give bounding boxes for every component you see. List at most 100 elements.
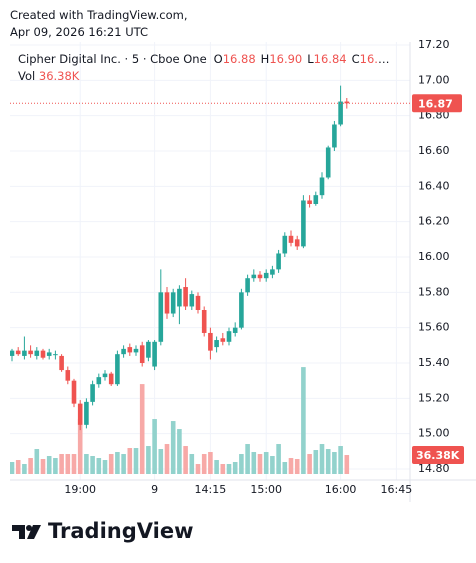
volume-bar [46,456,52,474]
candle-body [307,200,312,204]
volume-bar [77,419,83,474]
volume-bar [189,454,195,474]
volume-bar [127,448,133,474]
volume-bar [270,456,275,474]
legend-value: 16.84 [313,52,347,66]
candle-body [152,341,157,367]
volume-bar [40,459,46,474]
candle-body [158,292,164,342]
volume-bar [96,458,102,474]
candle-body [96,377,102,385]
volume-bar [170,421,176,474]
grid [10,42,410,480]
volume-bar [257,454,263,474]
y-tick-label: 15.40 [418,356,450,369]
candle-body [282,235,288,254]
logo-icon [12,525,41,539]
header-line: Created with TradingView.com, [10,8,188,22]
candle-body [139,345,145,363]
candle-body [294,239,300,247]
y-tick-label: 15.60 [418,321,450,334]
volume-bar [245,444,250,474]
candle-body [59,355,64,371]
volume-bar [208,452,213,474]
last-price-label: 16.87 [418,97,453,110]
volume-label: Vol [18,69,36,83]
legend-key: H [260,52,270,66]
x-tick-label: 14:15 [195,483,227,496]
candle-body [338,101,343,125]
symbol-title: Cipher Digital Inc. · 5 · Cboe One [18,52,207,66]
volume-bar [15,460,21,474]
candle-body [164,292,170,314]
candle-body [102,373,108,378]
volume-bar [121,454,126,474]
candle-body [127,347,133,353]
volume-bar [65,454,71,474]
volume-bar [319,444,325,474]
volume-bar [307,454,312,474]
candle-body [214,340,219,348]
candle-body [257,274,263,279]
volume-bar [133,448,139,474]
last-volume-box [412,446,464,465]
candle-body [40,350,46,358]
volume-bar [22,464,27,474]
volume-bar [115,452,120,474]
volume-bar [177,429,182,474]
candle-body [28,350,33,355]
volume-bar [288,458,294,474]
candle-body [71,380,77,404]
volume-bar [239,454,244,474]
candle-body [201,310,207,333]
volume-bar [146,446,151,474]
candle-body [133,348,139,353]
candle-body [226,331,232,342]
candle-body [325,147,331,178]
volume-layer [10,367,350,474]
header-line: Apr 09, 2026 16:21 UTC [10,25,149,39]
candle-body [276,253,281,270]
volume-bar [220,464,226,474]
candle-body [195,295,201,310]
candle-body [115,354,120,385]
candle-body [170,292,176,314]
volume-bar [332,452,337,474]
volume-bar [158,449,164,474]
candle-body [183,287,188,307]
x-tick-label: 16:00 [325,483,357,496]
candle-body [263,272,269,279]
candle-body [313,195,319,204]
volume-value: 36.38K [38,69,80,83]
volume-bar [325,449,331,474]
candle-body [65,370,71,381]
x-tick-label: 16:45 [381,483,413,496]
volume-bar [139,384,145,474]
y-tick-label: 16.60 [418,144,450,157]
candle-body [121,348,126,355]
volume-bar [71,454,77,474]
y-tick-label: 15.80 [418,285,450,298]
volume-bar [195,464,201,474]
volume-bar [164,444,170,474]
volume-bar [263,452,269,474]
y-tick-label: 16.40 [418,179,450,192]
candle-body [245,278,250,293]
volume-bar [276,444,281,474]
volume-bar [201,454,207,474]
x-tick-label: 15:00 [250,483,282,496]
candle-body [22,350,27,356]
volume-bar [313,450,319,474]
y-tick-label: 16.20 [418,215,450,228]
candle-body [232,327,238,333]
volume-bar [226,464,232,474]
volume-bar [294,459,300,474]
candle-body [15,350,21,355]
volume-bar [301,367,306,474]
volume-bar [344,455,350,474]
y-tick-label: 16.00 [418,250,450,263]
legend-value: 16.90 [269,52,303,66]
volume-bar [90,456,95,474]
